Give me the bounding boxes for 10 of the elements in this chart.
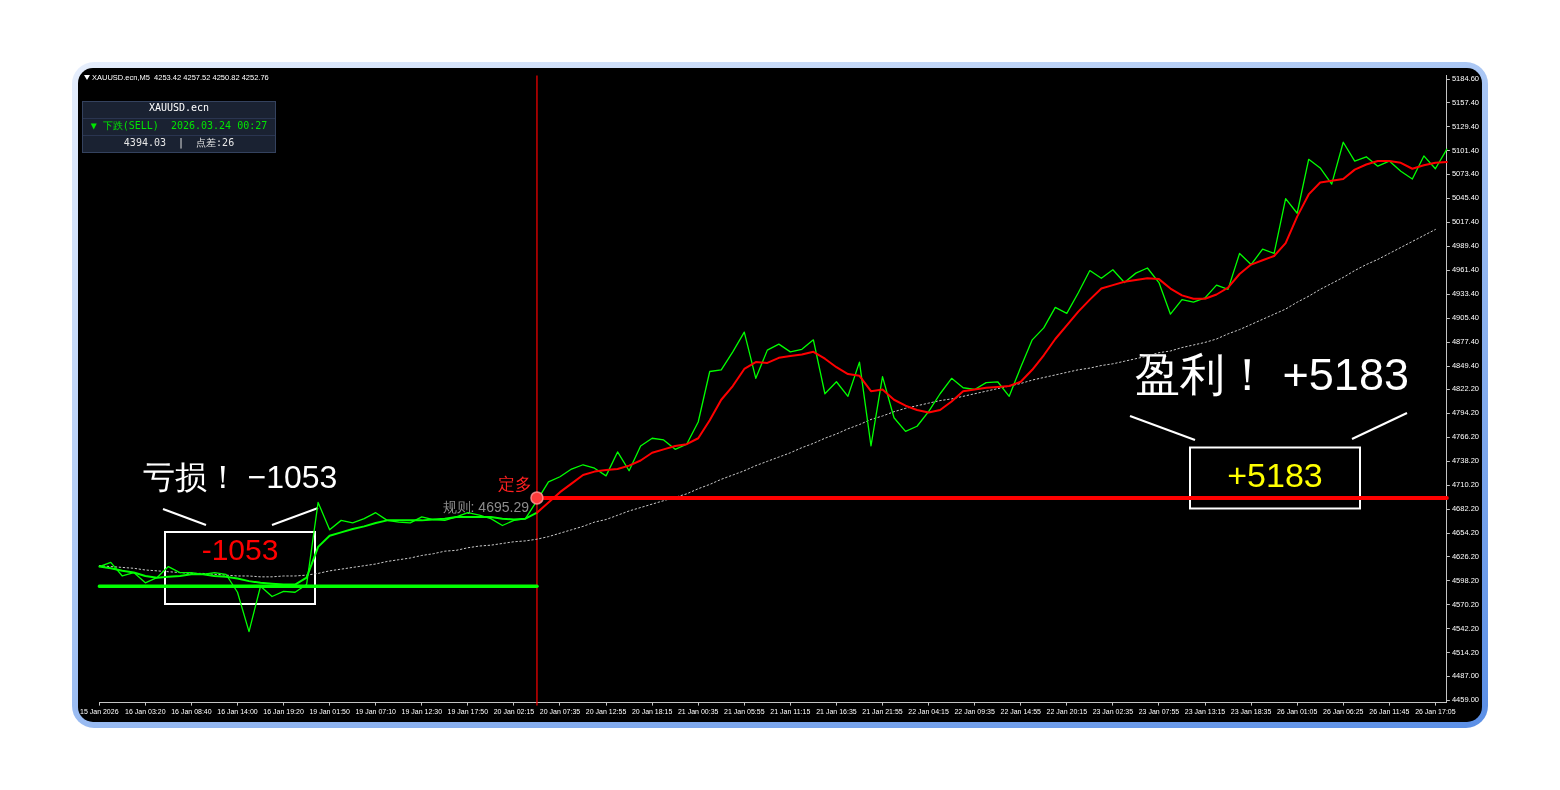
info-panel: XAUUSD.ecn ▼ 下跌(SELL) 2026.03.24 00:27 4394.03 | 点差:26 (82, 101, 276, 153)
annotation: 盈利！ +5183 (1135, 349, 1409, 401)
annotation: XAUUSD.ecn (147, 102, 211, 115)
annotation: +5183 (1227, 456, 1323, 495)
annotation: ▼ 下跌(SELL) 2026.03.24 00:27 (83, 118, 275, 135)
annotation: 4394.03 | 点差:26 (83, 135, 275, 152)
annotation: 规则: 4695.29 (442, 498, 530, 515)
annotation: -1053 (201, 533, 279, 567)
annotation: 定多 (497, 474, 532, 494)
annotation: 亏损！ −1053 (142, 458, 338, 495)
